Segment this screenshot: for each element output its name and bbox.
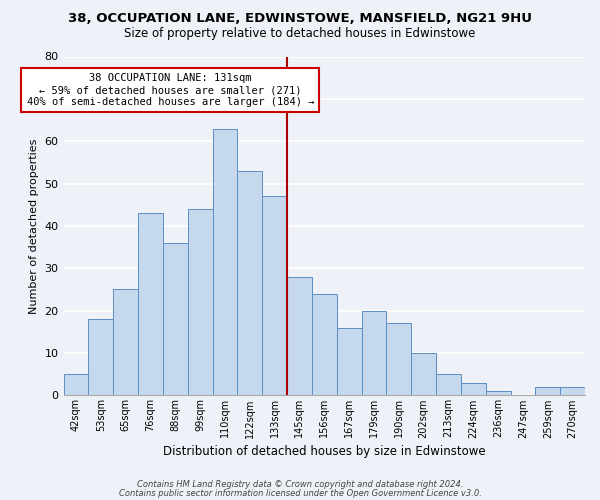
Bar [287,277,312,396]
Bar [113,290,138,396]
Y-axis label: Number of detached properties: Number of detached properties [29,138,39,314]
Bar [262,196,287,396]
Bar [362,310,386,396]
Bar [411,353,436,396]
Bar [238,171,262,396]
Bar [337,328,362,396]
Bar [64,374,88,396]
Bar [88,319,113,396]
Bar [436,374,461,396]
Bar [212,128,238,396]
Text: Size of property relative to detached houses in Edwinstowe: Size of property relative to detached ho… [124,28,476,40]
Text: 38 OCCUPATION LANE: 131sqm
← 59% of detached houses are smaller (271)
40% of sem: 38 OCCUPATION LANE: 131sqm ← 59% of deta… [26,74,314,106]
Bar [138,213,163,396]
Bar [188,209,212,396]
Text: Contains public sector information licensed under the Open Government Licence v3: Contains public sector information licen… [119,488,481,498]
Bar [461,382,485,396]
Bar [560,387,585,396]
X-axis label: Distribution of detached houses by size in Edwinstowe: Distribution of detached houses by size … [163,444,485,458]
Bar [163,243,188,396]
Text: Contains HM Land Registry data © Crown copyright and database right 2024.: Contains HM Land Registry data © Crown c… [137,480,463,489]
Bar [485,391,511,396]
Bar [535,387,560,396]
Bar [386,324,411,396]
Bar [312,294,337,396]
Text: 38, OCCUPATION LANE, EDWINSTOWE, MANSFIELD, NG21 9HU: 38, OCCUPATION LANE, EDWINSTOWE, MANSFIE… [68,12,532,26]
